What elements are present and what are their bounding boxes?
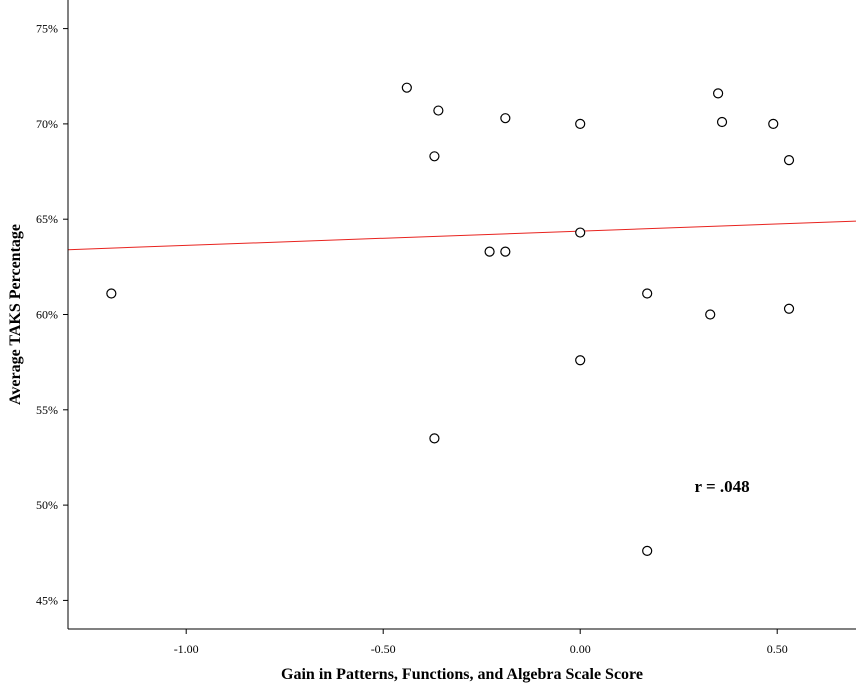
y-tick-label: 60% bbox=[36, 308, 58, 322]
data-point bbox=[642, 545, 653, 556]
data-point bbox=[783, 155, 795, 166]
fit-layer bbox=[67, 220, 856, 251]
x-tick-label: -1.00 bbox=[174, 642, 199, 656]
data-point bbox=[768, 118, 779, 129]
data-point bbox=[575, 227, 586, 238]
data-point bbox=[484, 246, 495, 257]
data-point bbox=[500, 113, 511, 124]
y-tick-label: 65% bbox=[36, 212, 58, 226]
data-point bbox=[401, 82, 412, 93]
data-point bbox=[429, 433, 440, 444]
y-tick-label: 45% bbox=[36, 593, 58, 607]
x-axis-title: Gain in Patterns, Functions, and Algebra… bbox=[281, 666, 643, 683]
points-layer bbox=[106, 82, 795, 556]
data-point bbox=[783, 303, 795, 314]
ticks-layer: 45% 50% 55% 60% 65% 70% 75% -1.00 -0.50 0.00 0.50 bbox=[36, 22, 788, 656]
y-tick-label: 50% bbox=[36, 498, 58, 512]
data-point bbox=[705, 309, 716, 320]
data-point bbox=[500, 246, 511, 257]
y-axis-title: Average TAKS Percentage bbox=[7, 224, 24, 405]
correlation-annotation: r = .048 bbox=[694, 477, 749, 496]
data-point bbox=[106, 288, 117, 299]
x-tick-label: 0.00 bbox=[570, 642, 591, 656]
x-tick-label: 0.50 bbox=[767, 642, 788, 656]
axes-layer bbox=[67, 0, 856, 630]
data-point bbox=[712, 88, 724, 99]
data-point bbox=[575, 118, 586, 129]
regression-line bbox=[67, 220, 856, 251]
y-tick-label: 55% bbox=[36, 403, 58, 417]
data-point bbox=[716, 116, 728, 128]
data-point bbox=[642, 288, 653, 299]
y-tick-label: 70% bbox=[36, 117, 58, 131]
x-tick-label: -0.50 bbox=[371, 642, 396, 656]
data-point bbox=[575, 355, 586, 366]
data-point bbox=[433, 105, 444, 116]
y-tick-label: 75% bbox=[36, 22, 58, 36]
data-point bbox=[429, 151, 440, 162]
